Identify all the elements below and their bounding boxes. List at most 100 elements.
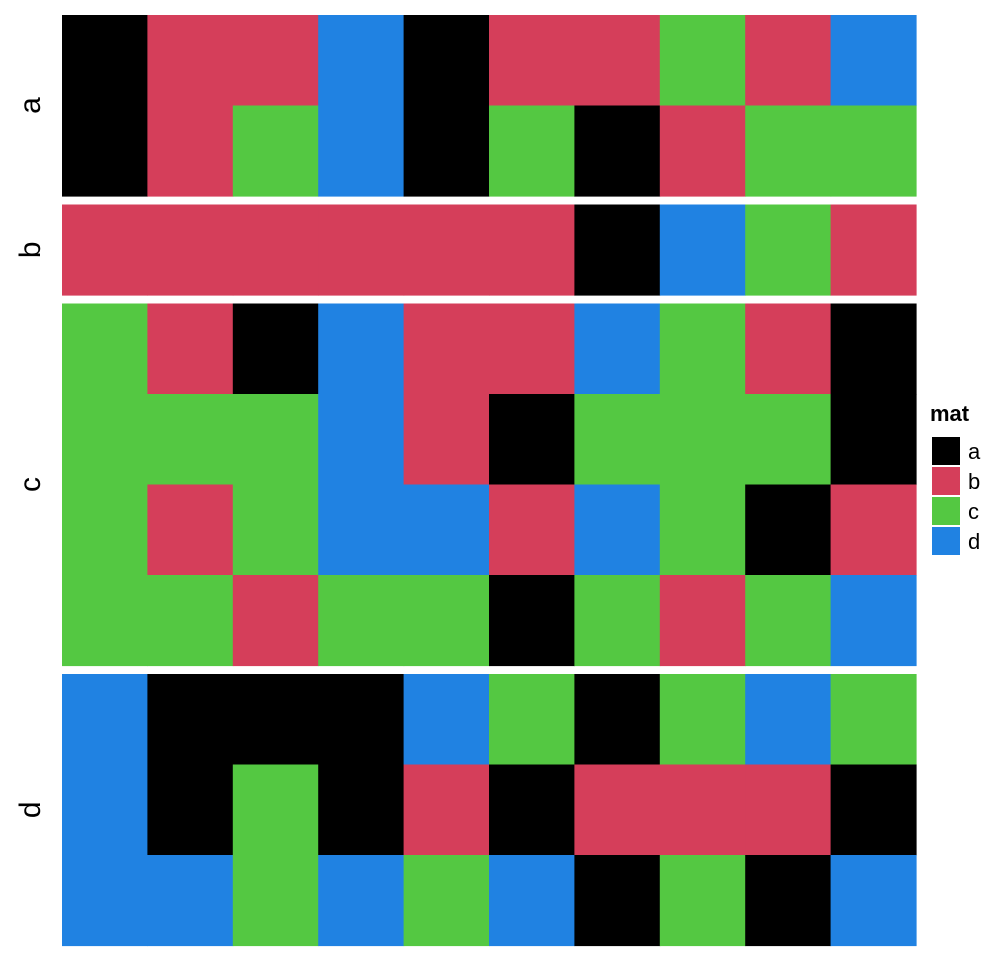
heatmap-cell-c-r1-c2 [147, 303, 234, 395]
heatmap-cell-c-r3-c4 [318, 484, 405, 576]
heatmap-cell-c-r2-c3 [232, 394, 319, 486]
heatmap-cell-c-r3-c5 [403, 484, 490, 576]
heatmap-cell-d-r1-c4 [318, 674, 405, 766]
heatmap-cell-a-r1-c7 [574, 15, 661, 107]
heatmap-cell-d-r1-c9 [745, 674, 832, 766]
heatmap-cell-d-r2-c2 [147, 764, 234, 856]
heatmap-cell-d-r2-c7 [574, 764, 661, 856]
heatmap-cell-a-r2-c3 [232, 105, 319, 197]
heatmap-cell-d-r3-c6 [489, 855, 575, 947]
legend-label-a: a [968, 439, 981, 464]
heatmap-cell-d-r1-c8 [659, 674, 746, 766]
heatmap-cell-d-r2-c4 [318, 764, 405, 856]
heatmap-cell-b-r1-c8 [659, 204, 746, 296]
heatmap-cell-a-r1-c6 [489, 15, 575, 107]
heatmap-cell-a-r1-c5 [403, 15, 490, 107]
heatmap-cell-d-r2-c10 [830, 764, 917, 856]
heatmap-cell-d-r1-c7 [574, 674, 661, 766]
heatmap-cell-c-r1-c3 [232, 303, 319, 395]
heatmap-cell-d-r3-c8 [659, 855, 746, 947]
heatmap-cell-c-r3-c6 [489, 484, 575, 576]
heatmap-cell-d-r3-c10 [830, 855, 917, 947]
heatmap-cell-c-r4-c7 [574, 575, 661, 667]
heatmap-cell-c-r4-c4 [318, 575, 405, 667]
legend-label-c: c [968, 499, 979, 524]
heatmap-cell-a-r2-c2 [147, 105, 234, 197]
heatmap-cell-d-r2-c9 [745, 764, 832, 856]
heatmap-cell-b-r1-c9 [745, 204, 832, 296]
heatmap-cell-d-r2-c6 [489, 764, 575, 856]
heatmap-cell-c-r1-c7 [574, 303, 661, 395]
heatmap-cell-d-r1-c1 [62, 674, 148, 766]
heatmap-cell-d-r1-c3 [232, 674, 319, 766]
heatmap-cell-c-r4-c8 [659, 575, 746, 667]
heatmap-cell-c-r4-c5 [403, 575, 490, 667]
heatmap-cell-a-r1-c8 [659, 15, 746, 107]
heatmap-cell-a-r1-c9 [745, 15, 832, 107]
heatmap-cell-b-r1-c2 [147, 204, 234, 296]
heatmap-cell-a-r2-c10 [830, 105, 917, 197]
heatmap-cell-c-r3-c3 [232, 484, 319, 576]
heatmap-cell-d-r1-c6 [489, 674, 575, 766]
heatmap-cell-c-r1-c5 [403, 303, 490, 395]
heatmap-cell-b-r1-c7 [574, 204, 661, 296]
heatmap-cell-c-r2-c9 [745, 394, 832, 486]
heatmap-cell-a-r2-c9 [745, 105, 832, 197]
heatmap-cell-a-r2-c8 [659, 105, 746, 197]
row-group-label-b: b [14, 241, 47, 258]
heatmap-cell-c-r3-c1 [62, 484, 148, 576]
legend-key-a [932, 437, 960, 465]
heatmap-cell-b-r1-c4 [318, 204, 405, 296]
heatmap-cells [62, 15, 917, 947]
heatmap-cell-a-r1-c3 [232, 15, 319, 107]
heatmap-cell-c-r3-c7 [574, 484, 661, 576]
heatmap-cell-d-r3-c4 [318, 855, 405, 947]
heatmap-cell-a-r2-c5 [403, 105, 490, 197]
legend-label-b: b [968, 469, 980, 494]
heatmap-cell-d-r1-c10 [830, 674, 917, 766]
heatmap-cell-c-r2-c4 [318, 394, 405, 486]
heatmap-cell-c-r4-c10 [830, 575, 917, 667]
heatmap-cell-c-r2-c10 [830, 394, 917, 486]
heatmap-cell-c-r3-c2 [147, 484, 234, 576]
heatmap-cell-c-r2-c5 [403, 394, 490, 486]
heatmap-cell-b-r1-c1 [62, 204, 148, 296]
heatmap-cell-d-r2-c3 [232, 764, 319, 856]
heatmap-cell-a-r2-c7 [574, 105, 661, 197]
heatmap-cell-d-r2-c8 [659, 764, 746, 856]
heatmap-cell-c-r4-c9 [745, 575, 832, 667]
row-group-label-a: a [14, 97, 47, 114]
row-group-label-d: d [14, 801, 47, 818]
heatmap-cell-d-r3-c5 [403, 855, 490, 947]
legend-title: mat [930, 401, 970, 426]
heatmap-cell-d-r2-c5 [403, 764, 490, 856]
heatmap-cell-c-r2-c6 [489, 394, 575, 486]
heatmap-cell-c-r1-c10 [830, 303, 917, 395]
heatmap-cell-a-r1-c10 [830, 15, 917, 107]
heatmap-cell-c-r2-c8 [659, 394, 746, 486]
heatmap-cell-c-r1-c4 [318, 303, 405, 395]
heatmap-cell-a-r1-c4 [318, 15, 405, 107]
heatmap-cell-a-r2-c4 [318, 105, 405, 197]
heatmap-cell-c-r4-c6 [489, 575, 575, 667]
heatmap-cell-d-r3-c9 [745, 855, 832, 947]
heatmap-cell-d-r3-c7 [574, 855, 661, 947]
heatmap-cell-c-r2-c7 [574, 394, 661, 486]
heatmap-cell-c-r1-c6 [489, 303, 575, 395]
heatmap-cell-b-r1-c5 [403, 204, 490, 296]
heatmap-cell-a-r2-c1 [62, 105, 148, 197]
heatmap-cell-c-r4-c2 [147, 575, 234, 667]
heatmap-cell-d-r1-c5 [403, 674, 490, 766]
row-group-label-c: c [14, 477, 47, 492]
heatmap-cell-c-r1-c9 [745, 303, 832, 395]
heatmap-cell-c-r1-c8 [659, 303, 746, 395]
heatmap-cell-b-r1-c10 [830, 204, 917, 296]
heatmap-cell-d-r1-c2 [147, 674, 234, 766]
legend-key-c [932, 497, 960, 525]
heatmap-cell-a-r2-c6 [489, 105, 575, 197]
heatmap-cell-a-r1-c1 [62, 15, 148, 107]
heatmap-cell-d-r3-c2 [147, 855, 234, 947]
